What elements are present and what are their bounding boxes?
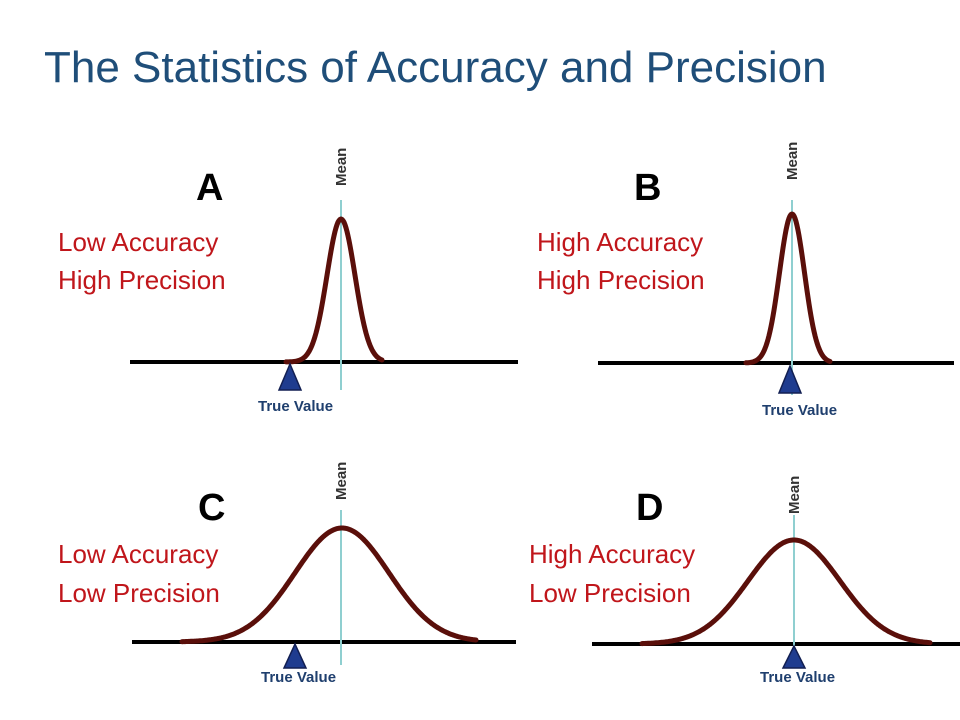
panel-description-line-2: Low Precision [58,578,220,608]
true-value-marker [277,362,303,391]
distribution-curve [179,525,479,645]
panel-b: True Value Mean B High Accuracy High Pre… [537,142,954,419]
panel-letter: D [636,487,663,529]
panel-description-line-2: High Precision [537,265,705,295]
panel-description-line-2: Low Precision [529,578,691,608]
true-value-label: True Value [261,669,336,686]
panel-description-line-1: High Accuracy [529,539,695,569]
panel-letter: C [198,487,225,529]
distribution-curve [639,537,933,647]
panel-description-line-2: High Precision [58,265,226,295]
true-value-label: True Value [762,402,837,419]
distribution-curve [283,216,385,365]
mean-label: Mean [333,462,350,500]
true-value-marker [777,364,803,394]
true-value-label: True Value [258,398,333,415]
mean-label: Mean [786,476,803,514]
panel-a: True Value Mean A Low Accuracy High Prec… [58,148,518,415]
distribution-curve [743,211,833,366]
true-value-marker [282,642,308,669]
true-value-label: True Value [760,669,835,686]
slide-title: The Statistics of Accuracy and Precision [44,43,827,92]
panel-description-line-1: High Accuracy [537,227,703,257]
true-value-marker [781,644,807,669]
panel-c: True Value Mean C Low Accuracy Low Preci… [58,462,516,686]
mean-label: Mean [333,148,350,186]
mean-label: Mean [784,142,801,180]
panel-description-line-1: Low Accuracy [58,227,218,257]
panel-letter: B [634,167,661,209]
panel-d: True Value Mean D High Accuracy Low Prec… [529,476,960,686]
panel-description-line-1: Low Accuracy [58,539,218,569]
panel-letter: A [196,167,223,209]
